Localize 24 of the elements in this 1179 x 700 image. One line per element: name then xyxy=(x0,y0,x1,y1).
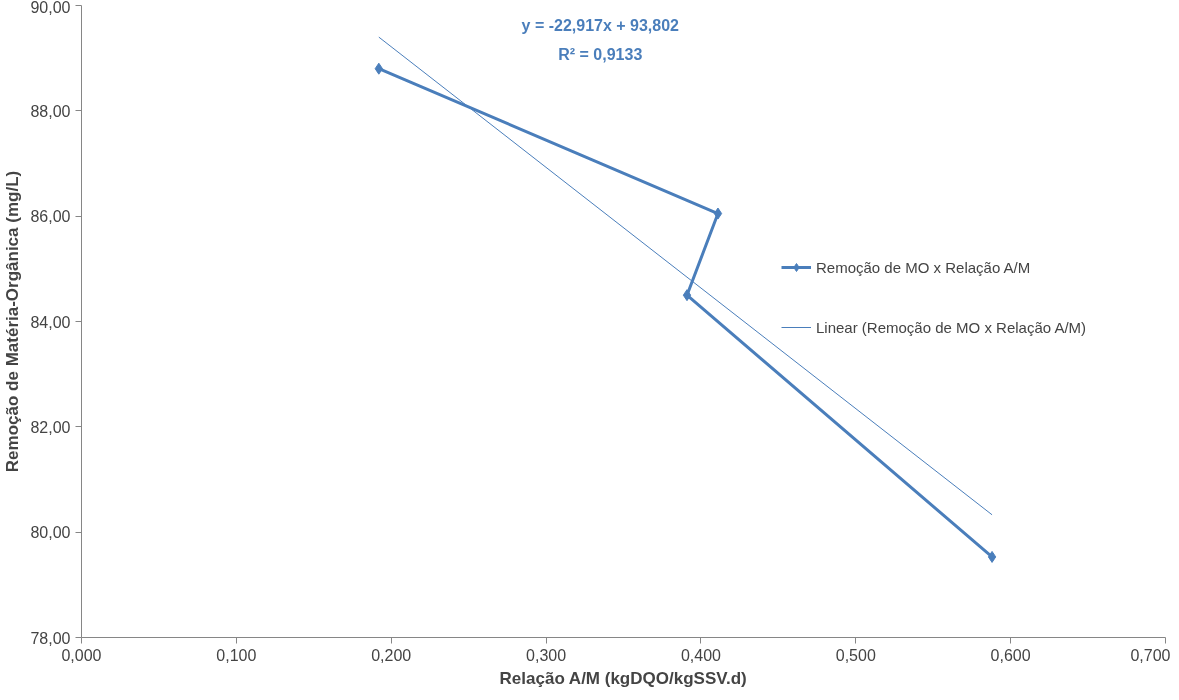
legend-label: Remoção de MO x Relação A/M xyxy=(816,258,1031,276)
y-axis-title: Remoção de Matéria-Orgânica (mg/L) xyxy=(3,170,23,473)
y-tick-label: 78,00 xyxy=(30,629,71,647)
x-tick-label: 0,600 xyxy=(990,646,1031,664)
x-tick-label: 0,000 xyxy=(61,646,102,664)
x-tick-label: 0,300 xyxy=(526,646,567,664)
x-tick-label: 0,700 xyxy=(1130,646,1171,664)
point xyxy=(987,550,997,563)
y-tick-label: 86,00 xyxy=(30,208,71,226)
y-tick-label: 84,00 xyxy=(30,313,71,331)
point xyxy=(713,207,723,220)
y-tick-label: 80,00 xyxy=(30,524,71,542)
x-axis-title: Relação A/M (kgDQO/kgSSV.d) xyxy=(499,668,747,688)
legend-label: Linear (Remoção de MO x Relação A/M) xyxy=(816,318,1087,336)
x-tick-label: 0,200 xyxy=(371,646,412,664)
annotation: R² = 0,9133 xyxy=(558,46,643,64)
y-tick-label: 88,00 xyxy=(30,102,71,120)
x-tick-label: 0,400 xyxy=(680,646,722,664)
y-tick-label: 90,00 xyxy=(30,0,71,16)
point xyxy=(682,289,692,302)
x-tick-label: 0,100 xyxy=(216,646,257,664)
annotation: y = -22,917x + 93,802 xyxy=(521,17,680,35)
y-tick-label: 82,00 xyxy=(30,418,71,436)
x-tick-label: 0,500 xyxy=(835,646,876,664)
